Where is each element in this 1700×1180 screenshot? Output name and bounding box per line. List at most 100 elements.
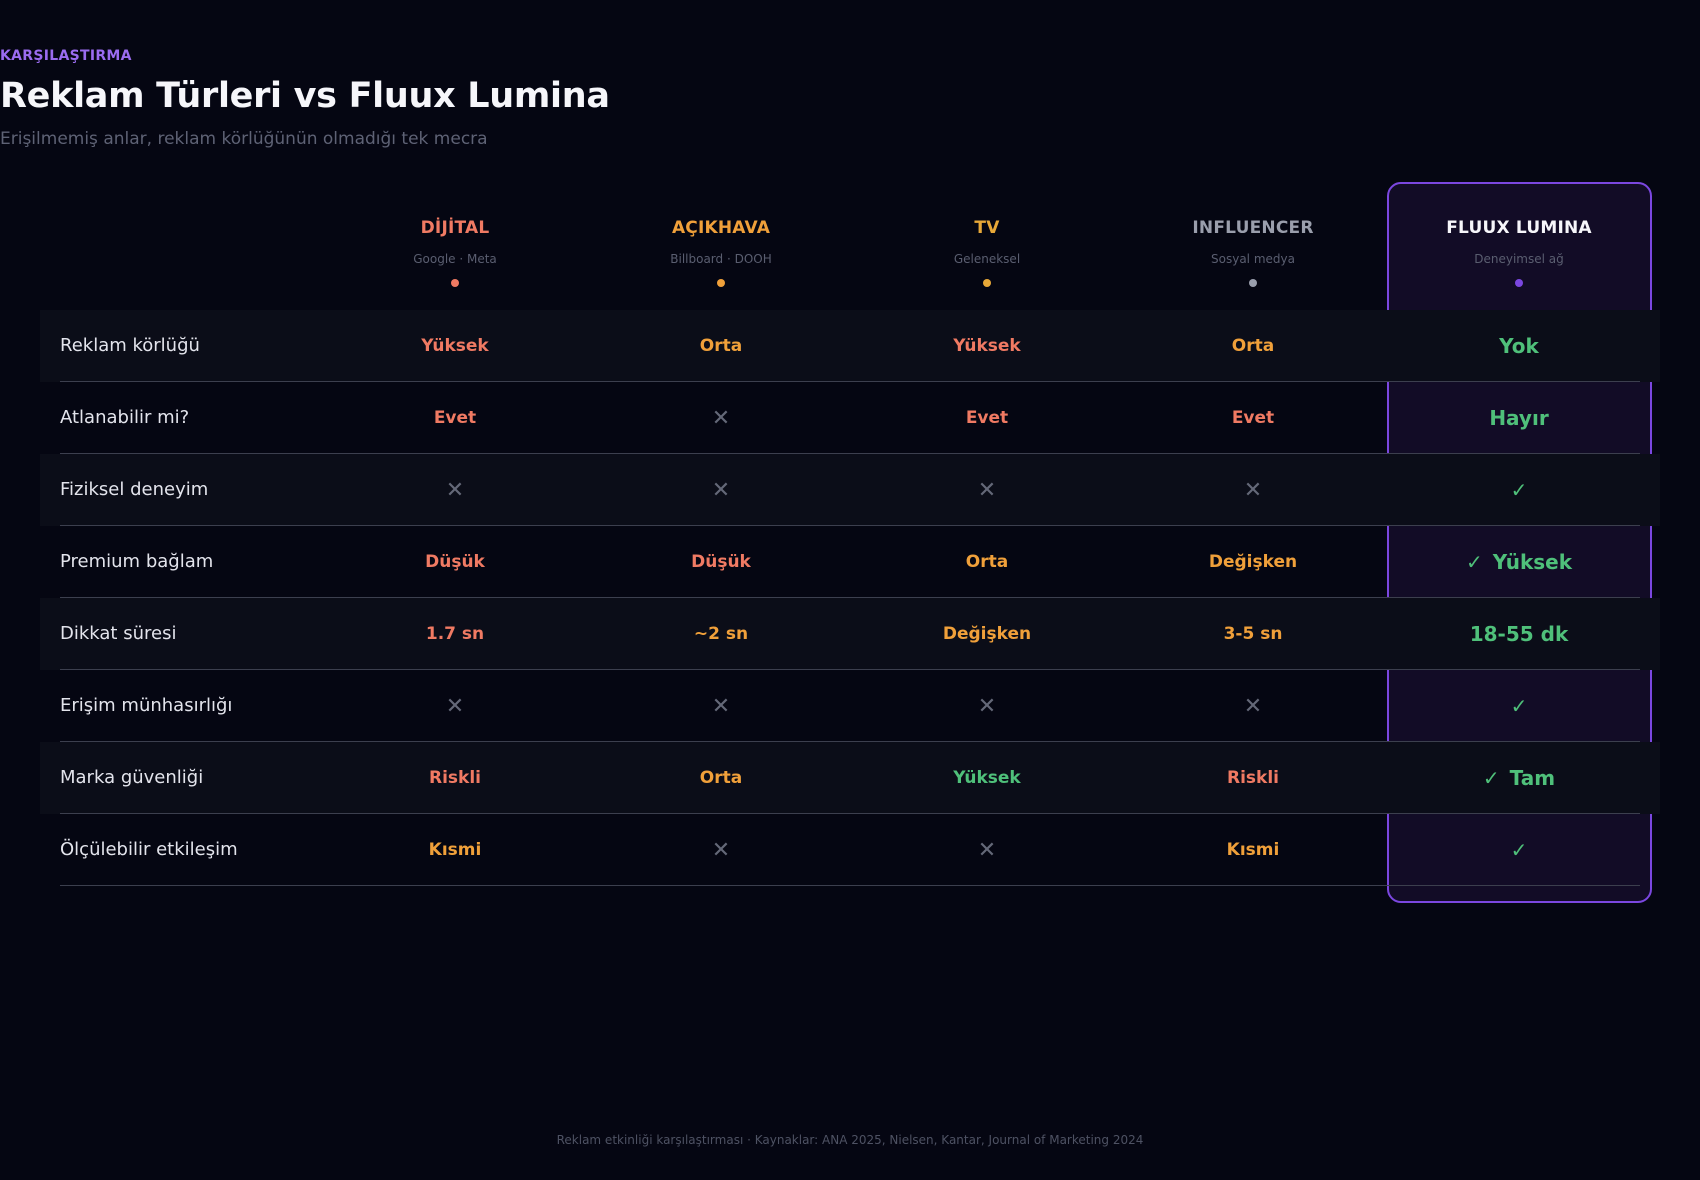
column-name: AÇIKHAVA — [671, 218, 771, 238]
row-label: Erişim münhasırlığı — [60, 695, 233, 716]
table-row: Fiziksel deneyim ✕ ✕ ✕ ✕ ✓ — [40, 454, 1660, 526]
row-divider — [60, 741, 1640, 742]
table-cell: Kısmi — [1120, 814, 1386, 886]
row-divider — [60, 669, 1640, 670]
table-cell: ✕ — [588, 454, 854, 526]
table-cell: Değişken — [854, 598, 1120, 670]
column-subtitle: Geleneksel — [953, 252, 1021, 266]
table-cell: ✕ — [588, 382, 854, 454]
table-cell: ~2 sn — [588, 598, 854, 670]
column-subtitle: Sosyal medya — [1211, 252, 1295, 266]
cell-value: 18-55 dk — [1469, 622, 1569, 646]
cell-value: 1.7 sn — [425, 624, 485, 644]
table-cell: Riskli — [322, 742, 588, 814]
table-cell: Evet — [322, 382, 588, 454]
table-cell: Orta — [1120, 310, 1386, 382]
cell-value: Yok — [1499, 334, 1539, 358]
table-cell: Düşük — [588, 526, 854, 598]
row-label: Atlanabilir mi? — [60, 407, 190, 428]
column-dot-icon — [1515, 279, 1523, 287]
cell-value: Yüksek — [421, 336, 489, 356]
column-dot-icon — [451, 279, 459, 287]
column-header-2: TV Geleneksel — [854, 218, 1120, 287]
x-icon: ✕ — [711, 405, 731, 431]
table-cell: Yok — [1386, 310, 1652, 382]
x-icon: ✕ — [1243, 477, 1263, 503]
row-label: Marka güvenliği — [60, 767, 204, 788]
table-cell: ✕ — [1120, 454, 1386, 526]
check-icon: ✓ — [1482, 766, 1500, 790]
column-dot-icon — [983, 279, 991, 287]
cell-value: Düşük — [425, 552, 485, 572]
table-cell: Hayır — [1386, 382, 1652, 454]
cell-value: Riskli — [429, 768, 481, 788]
table-cell: Orta — [588, 742, 854, 814]
cell-value: Yüksek — [1492, 550, 1573, 574]
table-cell: ✕ — [854, 814, 1120, 886]
table-cell: Düşük — [322, 526, 588, 598]
cell-value: Kısmi — [428, 840, 482, 860]
cell-value: Evet — [433, 408, 477, 428]
x-icon: ✕ — [445, 477, 465, 503]
column-header-1: AÇIKHAVA Billboard · DOOH — [588, 218, 854, 287]
x-icon: ✕ — [711, 837, 731, 863]
table-cell: ✓ — [1386, 454, 1652, 526]
column-name: TV — [974, 218, 1000, 238]
x-icon: ✕ — [445, 693, 465, 719]
cell-value: Tam — [1509, 766, 1556, 790]
table-cell: 1.7 sn — [322, 598, 588, 670]
table-row: Premium bağlam Düşük Düşük Orta Değişken ✓ Yük… — [40, 526, 1660, 598]
x-icon: ✕ — [977, 477, 997, 503]
row-divider — [60, 453, 1640, 454]
row-divider — [60, 885, 1640, 886]
table-row: Atlanabilir mi? Evet ✕ Evet Evet Hayır — [40, 382, 1660, 454]
table-cell: Yüksek — [854, 310, 1120, 382]
cell-value: ~2 sn — [693, 624, 749, 644]
row-label: Premium bağlam — [60, 551, 214, 572]
cell-value: Orta — [1231, 336, 1275, 356]
page-title: Reklam Türleri vs Fluux Lumina — [0, 76, 610, 116]
cell-value: Kısmi — [1226, 840, 1280, 860]
x-icon: ✕ — [977, 693, 997, 719]
column-subtitle: Google · Meta — [413, 252, 497, 266]
table-cell: ✕ — [1120, 670, 1386, 742]
row-divider — [60, 813, 1640, 814]
table-cell: ✓ — [1386, 814, 1652, 886]
table-cell: Orta — [588, 310, 854, 382]
table-cell: ✓ — [1386, 670, 1652, 742]
table-cell: Evet — [854, 382, 1120, 454]
table-row: Marka güvenliği Riskli Orta Yüksek Riskli ✓ Ta… — [40, 742, 1660, 814]
cell-value: Evet — [965, 408, 1009, 428]
cell-value: Orta — [699, 768, 743, 788]
cell-value: Riskli — [1227, 768, 1279, 788]
table-cell: 3-5 sn — [1120, 598, 1386, 670]
x-icon: ✕ — [977, 837, 997, 863]
cell-value: Orta — [965, 552, 1009, 572]
row-divider — [60, 525, 1640, 526]
table-cell: ✕ — [854, 454, 1120, 526]
column-header-3: INFLUENCER Sosyal medya — [1120, 218, 1386, 287]
x-icon: ✕ — [711, 477, 731, 503]
table-row: Dikkat süresi 1.7 sn ~2 sn Değişken 3-5 sn 18… — [40, 598, 1660, 670]
table-cell: Riskli — [1120, 742, 1386, 814]
table-cell: ✓ Tam — [1386, 742, 1652, 814]
table-cell: ✕ — [588, 670, 854, 742]
x-icon: ✕ — [711, 693, 731, 719]
table-cell: ✕ — [854, 670, 1120, 742]
column-name: FLUUX LUMINA — [1446, 218, 1592, 238]
table-cell: ✓ Yüksek — [1386, 526, 1652, 598]
table-cell: Evet — [1120, 382, 1386, 454]
check-icon: ✓ — [1510, 478, 1528, 502]
table-cell: 18-55 dk — [1386, 598, 1652, 670]
check-icon: ✓ — [1510, 694, 1528, 718]
cell-value: Hayır — [1489, 406, 1549, 430]
table-cell: Orta — [854, 526, 1120, 598]
table-row: Erişim münhasırlığı ✕ ✕ ✕ ✕ ✓ — [40, 670, 1660, 742]
check-icon: ✓ — [1510, 838, 1528, 862]
eyebrow-label: KARŞILAŞTIRMA — [0, 48, 132, 64]
cell-value: Düşük — [691, 552, 751, 572]
table-row: Reklam körlüğü Yüksek Orta Yüksek Orta Yok — [40, 310, 1660, 382]
table-cell: Değişken — [1120, 526, 1386, 598]
table-cell: ✕ — [322, 670, 588, 742]
column-name: DİJİTAL — [420, 218, 490, 238]
